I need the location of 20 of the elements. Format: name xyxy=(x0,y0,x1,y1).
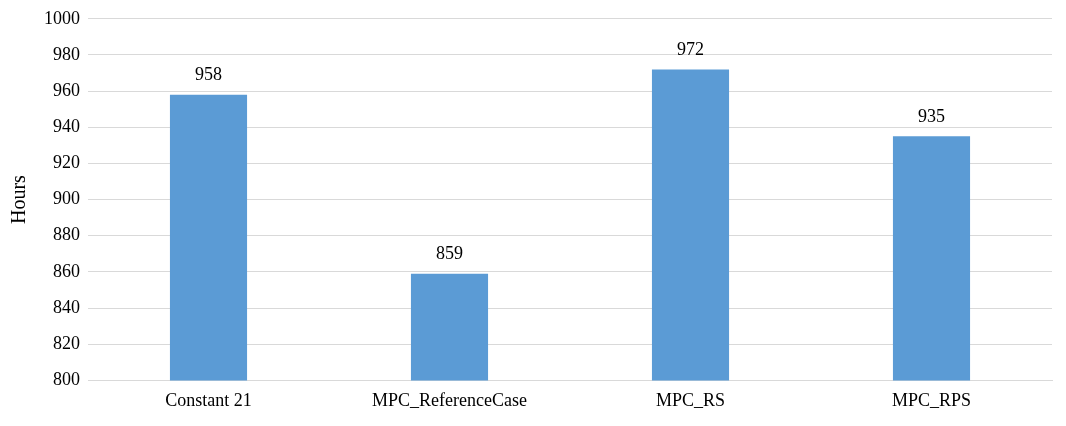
y-tick-label: 940 xyxy=(53,116,80,137)
y-tick-label: 920 xyxy=(53,152,80,173)
x-tick-label: Constant 21 xyxy=(165,389,252,410)
x-tick-label: MPC_RS xyxy=(655,389,726,410)
data-label: 972 xyxy=(677,39,704,60)
y-tick-label: 840 xyxy=(53,296,80,317)
data-label: 859 xyxy=(436,243,463,264)
y-axis-title: Hours xyxy=(7,174,30,225)
x-tick-label: MPC_RPS xyxy=(891,389,972,410)
y-tick-label: 960 xyxy=(53,79,80,100)
y-tick-label: 900 xyxy=(53,188,80,209)
y-tick-label: 820 xyxy=(53,332,80,353)
y-tick-label: 860 xyxy=(53,260,80,281)
data-label: 935 xyxy=(918,106,945,127)
data-label: 958 xyxy=(195,64,222,85)
y-tick-label: 980 xyxy=(53,43,80,64)
y-tick-label: 800 xyxy=(53,369,80,390)
x-tick-label: MPC_ReferenceCase xyxy=(372,389,527,410)
y-tick-label: 880 xyxy=(53,224,80,245)
y-tick-label: 1000 xyxy=(44,7,80,28)
